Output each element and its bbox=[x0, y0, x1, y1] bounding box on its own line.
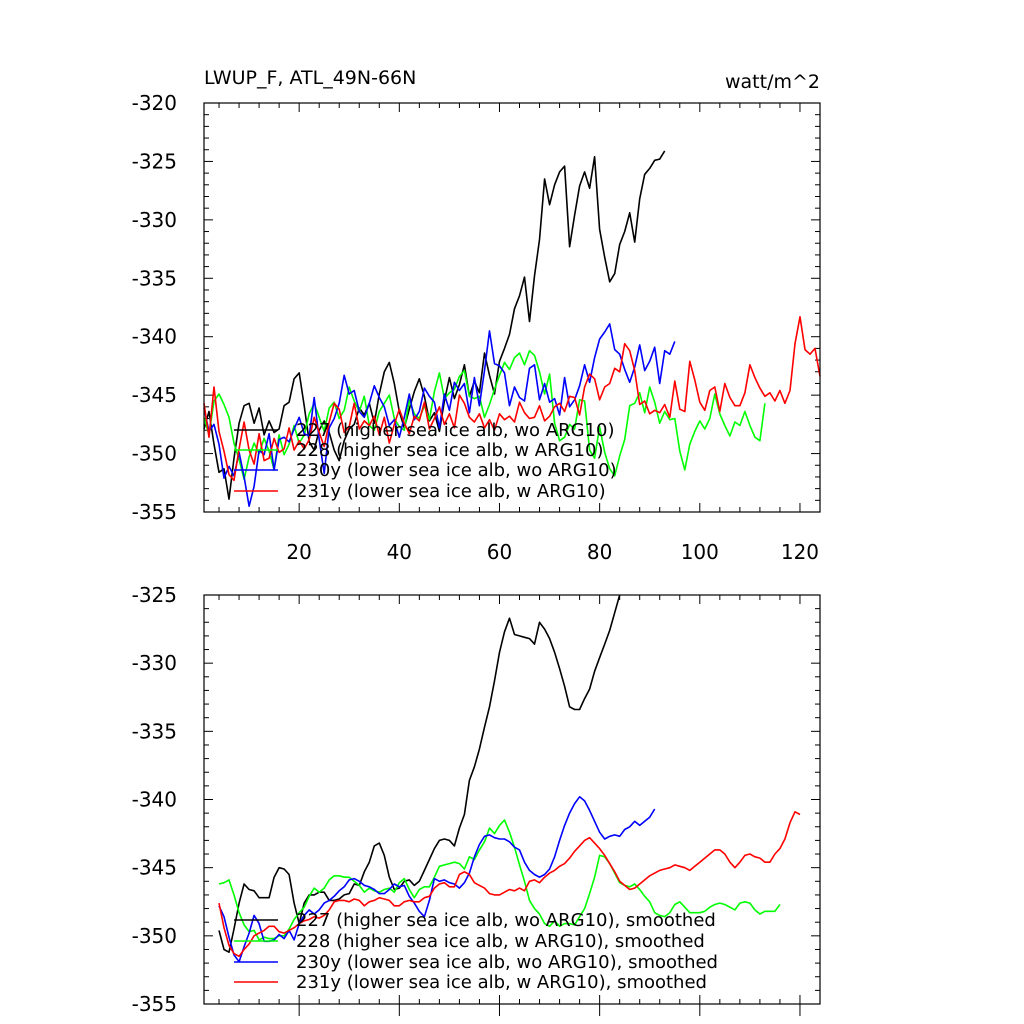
top-y-tick-label: -345 bbox=[132, 383, 177, 407]
bottom-legend-label-231y: 231y (lower sea ice alb, w ARG10), smoot… bbox=[296, 972, 707, 993]
top-y-tick-label: -330 bbox=[132, 208, 177, 232]
bottom-series-231y-line bbox=[218, 810, 801, 958]
bottom-legend: 227 (higher sea ice alb, wo ARG10), smoo… bbox=[234, 910, 718, 993]
bottom-axis-ticks: -325 -330 -335 -340 -345 -350 -355 bbox=[132, 583, 821, 1016]
bottom-series-228-line bbox=[218, 819, 781, 941]
top-x-tick-label: 120 bbox=[781, 540, 819, 564]
top-series-231y-line bbox=[203, 315, 821, 482]
top-y-tick-label: -335 bbox=[132, 266, 177, 290]
top-series-group bbox=[203, 150, 821, 508]
top-plot-frame bbox=[203, 102, 821, 513]
top-y-tick-label: -340 bbox=[132, 325, 177, 349]
top-panel-units: watt/m^2 bbox=[725, 71, 820, 93]
top-y-tick-label: -355 bbox=[132, 500, 177, 524]
top-panel-title: LWUP_F, ATL_49N-66N bbox=[204, 67, 416, 89]
top-legend-label-231y: 231y (lower sea ice alb, w ARG10) bbox=[296, 481, 606, 502]
top-y-tick-label: -350 bbox=[132, 442, 177, 466]
bottom-series-230y-line bbox=[218, 795, 656, 963]
top-x-tick-label: 20 bbox=[286, 540, 311, 564]
bottom-y-tick-label: -335 bbox=[132, 719, 177, 743]
top-series-230y-line bbox=[203, 323, 676, 508]
bottom-panel: -325 -330 -335 -340 -345 -350 -355 227 (higher… bbox=[132, 583, 821, 1016]
top-legend: 227 (higher sea ice alb, wo ARG10) 228 (… bbox=[234, 420, 617, 502]
top-legend-label-227: 227 (higher sea ice alb, wo ARG10) bbox=[296, 420, 615, 441]
bottom-plot-frame bbox=[203, 594, 821, 1005]
top-x-tick-label: 60 bbox=[487, 540, 512, 564]
bottom-y-tick-label: -330 bbox=[132, 651, 177, 675]
top-series-227-line bbox=[203, 150, 666, 500]
bottom-y-tick-label: -345 bbox=[132, 856, 177, 880]
bottom-legend-label-227: 227 (higher sea ice alb, wo ARG10), smoo… bbox=[296, 910, 716, 931]
top-legend-label-230y: 230y (lower sea ice alb, wo ARG10) bbox=[296, 460, 617, 481]
top-axis-ticks: -320 -325 -330 -335 -340 -345 -350 -355 20 40 60 80… bbox=[132, 91, 821, 564]
bottom-y-tick-label: -355 bbox=[132, 992, 177, 1016]
top-panel: LWUP_F, ATL_49N-66N watt/m^2 -320 -325 -33… bbox=[132, 67, 821, 564]
bottom-series-group bbox=[218, 594, 801, 963]
top-legend-label-228: 228 (higher sea ice alb, w ARG10) bbox=[296, 440, 603, 461]
bottom-legend-label-228: 228 (higher sea ice alb, w ARG10), smoot… bbox=[296, 931, 705, 952]
bottom-series-227-line bbox=[218, 594, 621, 954]
bottom-y-tick-label: -350 bbox=[132, 924, 177, 948]
bottom-y-tick-label: -340 bbox=[132, 788, 177, 812]
top-x-tick-label: 40 bbox=[387, 540, 412, 564]
top-y-tick-label: -320 bbox=[132, 91, 177, 115]
top-y-tick-label: -325 bbox=[132, 149, 177, 173]
bottom-legend-label-230y: 230y (lower sea ice alb, wo ARG10), smoo… bbox=[296, 952, 718, 973]
top-series-228-line bbox=[203, 349, 766, 481]
top-x-tick-label: 80 bbox=[587, 540, 612, 564]
top-x-tick-label: 100 bbox=[681, 540, 719, 564]
bottom-y-tick-label: -325 bbox=[132, 583, 177, 607]
